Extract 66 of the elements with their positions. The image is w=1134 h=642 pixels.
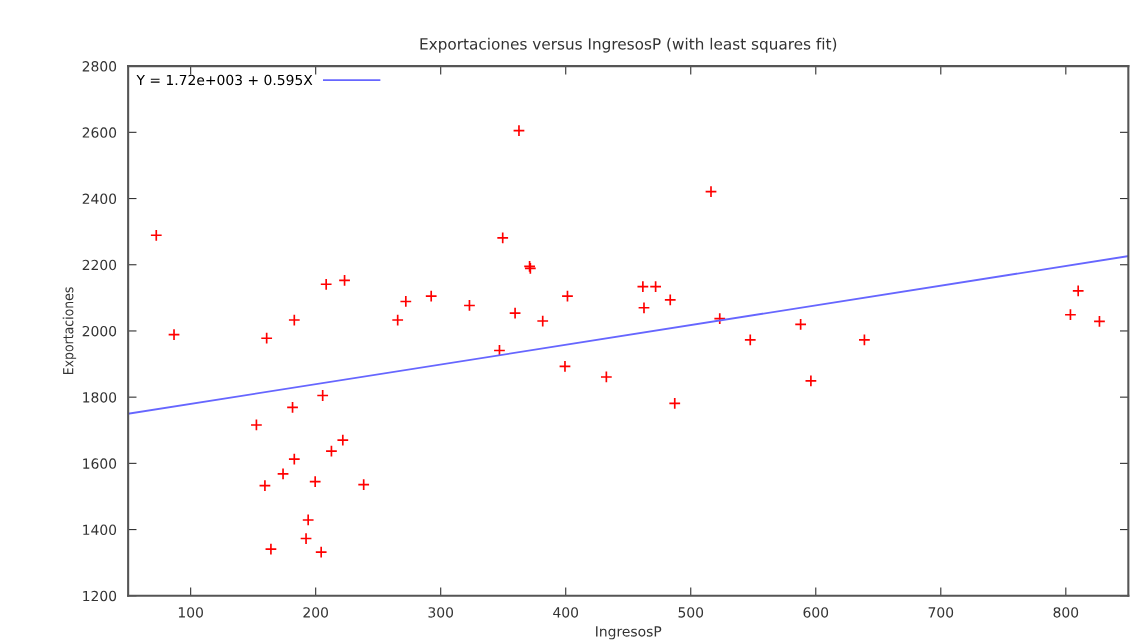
point [260, 332, 273, 345]
point [794, 318, 807, 331]
point [561, 289, 574, 303]
point [391, 313, 404, 327]
point [713, 312, 726, 325]
point [264, 542, 278, 556]
point [319, 278, 333, 291]
point [167, 328, 181, 341]
point [512, 124, 526, 137]
point [301, 513, 315, 527]
y-tick-label: 2400 [82, 193, 117, 205]
point [357, 478, 370, 491]
point [316, 389, 329, 402]
y-tick-label: 1800 [83, 392, 117, 403]
x-tick-label: 300 [428, 607, 454, 618]
point [288, 313, 301, 327]
y-tick-label: 1600 [83, 458, 117, 469]
point [288, 452, 301, 466]
point [258, 479, 272, 492]
point [804, 374, 818, 388]
point [664, 293, 677, 307]
text: Y = 1.72e+003 + 0.595X [136, 74, 313, 86]
y-tick-label: 2000 [82, 325, 117, 337]
point [636, 280, 650, 293]
point [336, 433, 350, 447]
point [399, 295, 413, 308]
point [286, 401, 299, 414]
point [308, 475, 322, 488]
point [424, 289, 438, 303]
x-tick-label: 800 [1053, 607, 1079, 618]
point [276, 467, 290, 481]
y-tick-label: 1400 [83, 524, 117, 536]
point [600, 370, 613, 384]
point [858, 333, 871, 347]
point [508, 306, 522, 320]
point [668, 397, 681, 410]
x-tick-label: 100 [178, 607, 203, 618]
point [314, 545, 328, 559]
x-tick-label: 200 [303, 607, 329, 618]
point [1093, 315, 1106, 328]
x-tick-label: 600 [803, 607, 829, 618]
y-tick-label: 2800 [82, 61, 117, 72]
y-tick-label: 2600 [82, 127, 117, 138]
point [536, 314, 549, 328]
point [744, 333, 757, 347]
point [150, 229, 163, 242]
y-tick-label: 1200 [83, 590, 117, 602]
y-axis-title: Exportaciones [62, 287, 77, 375]
point [338, 274, 351, 287]
x-axis-title: IngresosP [596, 626, 662, 640]
point [325, 444, 338, 458]
y-tick-label: 2200 [82, 259, 117, 271]
point [1064, 308, 1077, 321]
point [299, 532, 313, 545]
point [250, 418, 263, 432]
point [704, 185, 718, 198]
point [463, 299, 476, 312]
point [558, 360, 572, 373]
x-tick-label: 500 [678, 607, 704, 618]
x-tick-label: 400 [553, 607, 579, 618]
x-tick-label: 700 [928, 607, 954, 618]
point [496, 231, 509, 245]
chart-title: Exportaciones versus IngresosP (with least squares fit) [420, 37, 837, 53]
point [649, 280, 662, 293]
point [637, 301, 651, 314]
point [1071, 284, 1085, 298]
